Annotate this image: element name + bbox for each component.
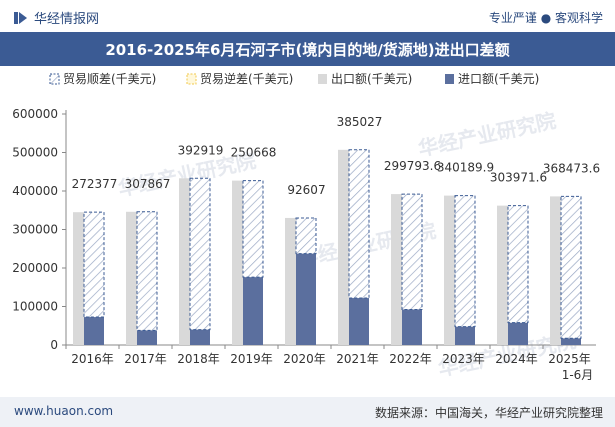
data-label: 299793.6 [384,159,441,173]
chart-area: 贸易顺差(千美元) 贸易逆差(千美元) 出口额(千美元) 进口额(千美元) 华经产业研… [12,71,600,382]
x-tick-label: 2019年 [230,352,273,366]
x-tick-label: 2021年 [336,352,379,366]
footer: www.huaon.com 数据来源：中国海关，华经产业研究院整理 [0,397,615,427]
bar-surplus [348,149,370,299]
bar-import [455,326,475,345]
chart-title: 2016-2025年6月石河子市(境内目的地/货源地)进出口差额 [105,40,510,59]
bar-import [137,330,157,345]
data-label: 340189.9 [437,161,494,175]
x-tick-label: 2020年 [283,352,326,366]
bar-import [243,277,263,345]
x-tick-label: 2023年 [442,352,485,366]
legend-swatch [49,73,60,85]
brand: 华经情报网 [14,8,99,27]
legend-label: 贸易顺差(千美元) [63,72,156,86]
legend-label: 出口额(千美元) [331,72,412,86]
data-label: 368473.6 [543,161,600,175]
bar-surplus [189,177,211,331]
huajing-logo-icon [14,11,27,24]
legend-item: 贸易逆差(千美元) [186,71,293,86]
x-tick-label: 2022年 [389,352,432,366]
legend-swatch [318,74,327,84]
bar-import [190,329,210,345]
y-tick-label: 0 [50,338,58,352]
data-label: 385027 [337,115,383,129]
bar-surplus [242,180,264,278]
brand-tags: 专业严谨 ● 客观科学 [488,11,603,25]
bar-import [296,253,316,345]
y-tick-label: 500000 [12,146,58,160]
legend-swatch [445,74,454,84]
bar-import [402,309,422,345]
bar-surplus [560,195,582,339]
legend-item: 贸易顺差(千美元) [49,72,156,86]
bar-import [84,317,104,345]
y-tick-label: 200000 [12,261,58,275]
bar-surplus [401,193,423,311]
top-bar: 华经情报网 专业严谨 ● 客观科学 [0,0,615,32]
bar-surplus [507,205,529,324]
x-tick-label: 2018年 [177,352,220,366]
legend-label: 贸易逆差(千美元) [200,71,293,86]
x-tick-label: 1-6月 [562,368,594,382]
footer-website: www.huaon.com [14,404,114,418]
bar-import [508,322,528,345]
data-label: 307867 [125,177,171,191]
footer-source: 数据来源：中国海关，华经产业研究院整理 [374,406,603,420]
x-tick-label: 2025年 [548,352,591,366]
x-tick-label: 2016年 [71,352,114,366]
y-tick-label: 100000 [12,300,58,314]
brand-name: 华经情报网 [34,12,100,27]
x-tick-label: 2017年 [124,352,167,366]
y-tick-label: 400000 [12,184,58,198]
bar-surplus [136,211,158,331]
legend-swatch [186,73,197,85]
bar-surplus [83,211,105,318]
chart-title-bar: 2016-2025年6月石河子市(境内目的地/货源地)进出口差额 [0,32,615,66]
data-label: 392919 [178,143,224,157]
data-label: 250668 [231,146,277,160]
bar-import [349,298,369,345]
legend-item: 进口额(千美元) [445,72,539,86]
watermark: 华经产业研究院 [416,108,558,161]
bar-surplus [454,195,476,328]
data-label: 92607 [287,183,325,197]
legend-item: 出口额(千美元) [318,72,412,86]
data-label: 272377 [72,177,118,191]
x-tick-label: 2024年 [495,352,538,366]
data-label: 303971.6 [490,171,547,185]
y-tick-label: 300000 [12,223,58,237]
legend-label: 进口额(千美元) [458,72,539,86]
bar-surplus [295,217,317,255]
y-tick-label: 600000 [12,107,58,121]
bar-import [561,338,581,345]
